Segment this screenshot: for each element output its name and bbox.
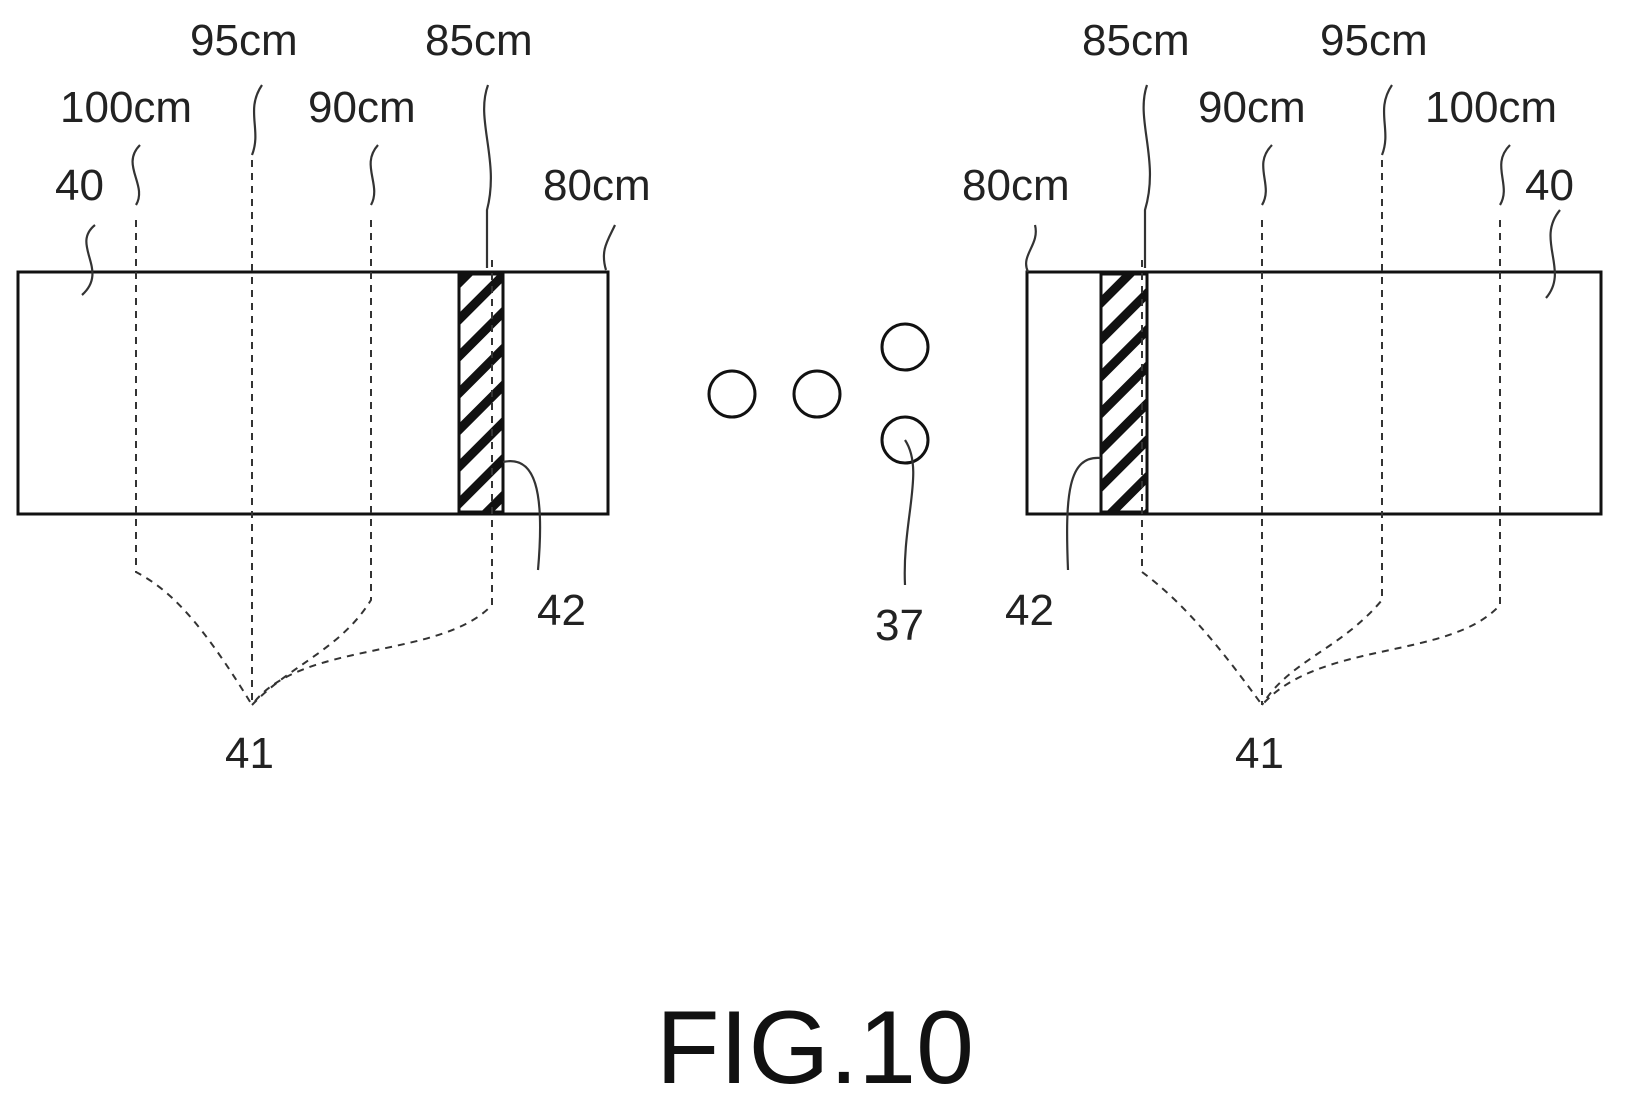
right-leader-85cm <box>1144 85 1150 268</box>
left-panel-ref: 40 <box>55 161 104 210</box>
right-label-95cm: 95cm <box>1320 16 1428 65</box>
right-leader-80cm <box>1026 225 1036 272</box>
right-leader-90cm <box>1262 145 1272 205</box>
right-panel-ref: 40 <box>1525 161 1574 210</box>
left-label-100cm: 100cm <box>60 83 192 132</box>
left-leader-85cm <box>484 85 491 268</box>
left-leader-100cm <box>133 145 140 205</box>
left-hatch-ref: 42 <box>537 586 586 635</box>
dot-1 <box>709 371 755 417</box>
right-label-100cm: 100cm <box>1425 83 1557 132</box>
left-panel-box <box>18 272 608 514</box>
left-leader-80cm <box>604 225 615 270</box>
dot-2 <box>794 371 840 417</box>
right-leader-100cm <box>1500 145 1510 205</box>
left-label-90cm: 90cm <box>308 83 416 132</box>
left-label-80cm: 80cm <box>543 161 651 210</box>
right-label-80cm: 80cm <box>962 161 1070 210</box>
right-hatched-region <box>1101 274 1147 512</box>
dots-ref: 37 <box>875 601 924 650</box>
left-label-95cm: 95cm <box>190 16 298 65</box>
left-panel: 100cm 95cm 90cm 85cm 80cm 40 42 41 <box>18 16 651 778</box>
right-label-90cm: 90cm <box>1198 83 1306 132</box>
left-leader-90cm <box>371 145 378 205</box>
left-hatched-region <box>459 274 503 512</box>
right-leader-95cm <box>1382 85 1392 155</box>
right-label-85cm: 85cm <box>1082 16 1190 65</box>
left-label-85cm: 85cm <box>425 16 533 65</box>
dot-3 <box>882 324 928 370</box>
left-lines-ref: 41 <box>225 729 274 778</box>
right-hatch-ref: 42 <box>1005 586 1054 635</box>
center-dots: 37 <box>709 324 928 650</box>
right-panel: 80cm 85cm 90cm 95cm 100cm 40 42 41 <box>962 16 1601 778</box>
right-lines-ref: 41 <box>1235 729 1284 778</box>
figure-title: FIG.10 <box>656 990 974 1098</box>
left-leader-95cm <box>252 85 262 155</box>
